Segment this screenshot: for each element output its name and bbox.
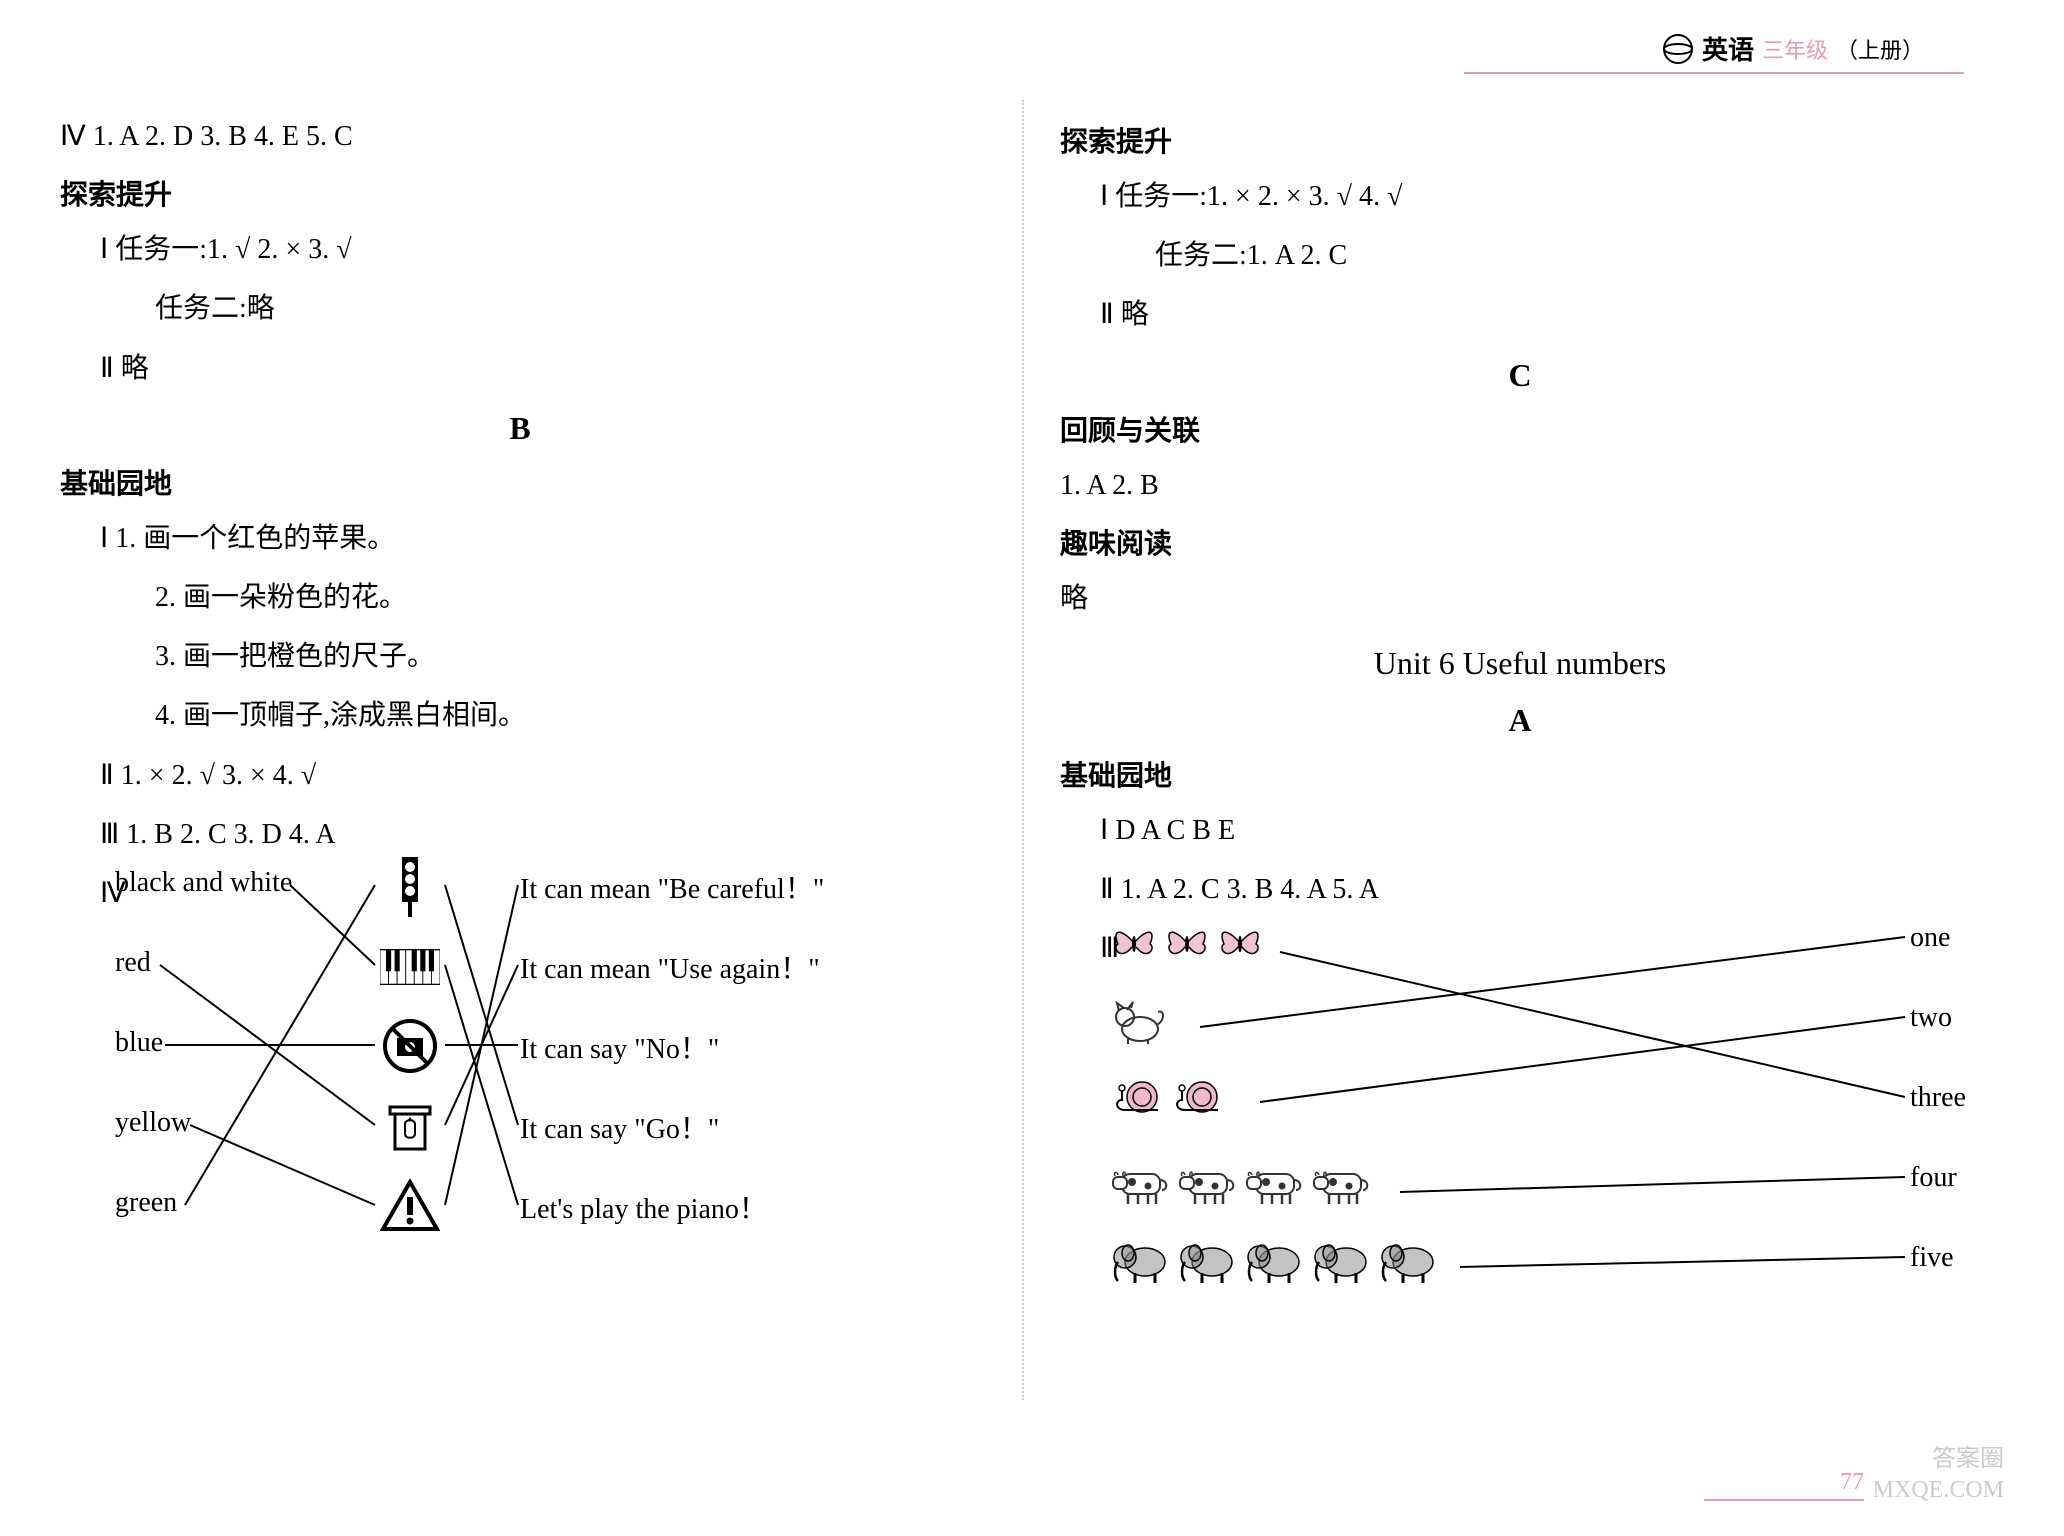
match-right-label: It can say "Go！" <box>520 1107 719 1147</box>
match-left-label: yellow <box>115 1107 191 1139</box>
i-item4: 4. 画一顶帽子,涂成黑白相间。 <box>60 689 980 742</box>
piano-keys-icon <box>380 937 440 997</box>
left-column: Ⅳ 1. A 2. D 3. B 4. E 5. C 探索提升 Ⅰ 任务一:1.… <box>60 110 980 1247</box>
explore-heading: 探索提升 <box>60 173 980 213</box>
column-divider <box>1022 100 1024 1400</box>
counting-diagram-right: one two three four five <box>1100 922 1980 1302</box>
page-header: 英语 三年级 （上册） <box>1662 30 1924 67</box>
ii-ans-r: Ⅱ 1. A 2. C 3. B 4. A 5. A <box>1060 863 1980 916</box>
number-label: four <box>1910 1162 1957 1194</box>
right-column: 探索提升 Ⅰ 任务一:1. × 2. × 3. √ 4. √ 任务二:1. A … <box>1060 110 1980 1302</box>
task2-r: 任务二:1. A 2. C <box>1060 229 1980 282</box>
header-divider <box>1464 72 1964 74</box>
read-brief: 略 <box>1060 572 1980 625</box>
match-right-label: It can mean "Be careful！" <box>520 867 824 907</box>
warning-triangle-icon <box>380 1177 440 1237</box>
page-number: 77 <box>1840 1469 1864 1496</box>
i-item1: Ⅰ 1. 画一个红色的苹果。 <box>60 512 980 565</box>
header-subject: 英语 <box>1702 30 1754 67</box>
section-c: C <box>1060 357 1980 394</box>
match-right-label: Let's play the piano！ <box>520 1187 767 1227</box>
header-grade: 三年级 <box>1762 33 1828 65</box>
match-right-label: It can say "No！" <box>520 1027 719 1067</box>
header-volume: （上册） <box>1836 33 1924 65</box>
iv-answers: Ⅳ 1. A 2. D 3. B 4. E 5. C <box>60 110 980 163</box>
number-label: two <box>1910 1002 1952 1034</box>
number-label: one <box>1910 922 1950 954</box>
match-left-label: blue <box>115 1027 163 1059</box>
snail-row <box>1110 1072 1225 1122</box>
number-label: three <box>1910 1082 1966 1114</box>
matching-diagram-left: black and white red blue yellow green It can … <box>100 867 980 1247</box>
watermark-line2: MXQE.COM <box>1873 1475 2004 1506</box>
butterfly-row <box>1110 922 1264 969</box>
review-answers: 1. A 2. B <box>1060 459 1980 512</box>
task2-line: 任务二:略 <box>60 282 980 335</box>
ii-answers: Ⅱ 1. × 2. √ 3. × 4. √ <box>60 749 980 802</box>
cat-row <box>1110 997 1165 1052</box>
no-camera-icon <box>380 1017 440 1077</box>
number-label: five <box>1910 1242 1954 1274</box>
base-heading: 基础园地 <box>60 462 980 502</box>
base-heading-r: 基础园地 <box>1060 754 1980 794</box>
i-item3: 3. 画一把橙色的尺子。 <box>60 630 980 683</box>
task1-r: Ⅰ 任务一:1. × 2. × 3. √ 4. √ <box>1060 170 1980 223</box>
cow-row <box>1110 1162 1373 1212</box>
match-left-label: black and white <box>115 867 292 899</box>
ii-brief-r: Ⅱ 略 <box>1060 288 1980 341</box>
unit-title: Unit 6 Useful numbers <box>1060 645 1980 682</box>
match-right-label: It can mean "Use again！" <box>520 947 820 987</box>
i-ans-r: Ⅰ D A C B E <box>1060 804 1980 857</box>
read-heading: 趣味阅读 <box>1060 522 1980 562</box>
section-b: B <box>60 410 980 447</box>
section-a: A <box>1060 702 1980 739</box>
elephant-row <box>1110 1237 1440 1292</box>
explore-heading-r: 探索提升 <box>1060 120 1980 160</box>
watermark-line1: 答案圈 <box>1873 1444 2004 1475</box>
match-left-label: red <box>115 947 151 979</box>
traffic-light-icon <box>380 857 440 917</box>
page-underline <box>1704 1499 1864 1501</box>
task1-line: Ⅰ 任务一:1. √ 2. × 3. √ <box>60 223 980 276</box>
ii-brief: Ⅱ 略 <box>60 342 980 395</box>
i-item2: 2. 画一朵粉色的花。 <box>60 571 980 624</box>
watermark: 答案圈 MXQE.COM <box>1873 1444 2004 1506</box>
trash-bin-icon <box>380 1097 440 1157</box>
iii-answers: Ⅲ 1. B 2. C 3. D 4. A <box>60 808 980 861</box>
review-heading: 回顾与关联 <box>1060 409 1980 449</box>
match-left-label: green <box>115 1187 177 1219</box>
logo-icon <box>1662 33 1694 65</box>
